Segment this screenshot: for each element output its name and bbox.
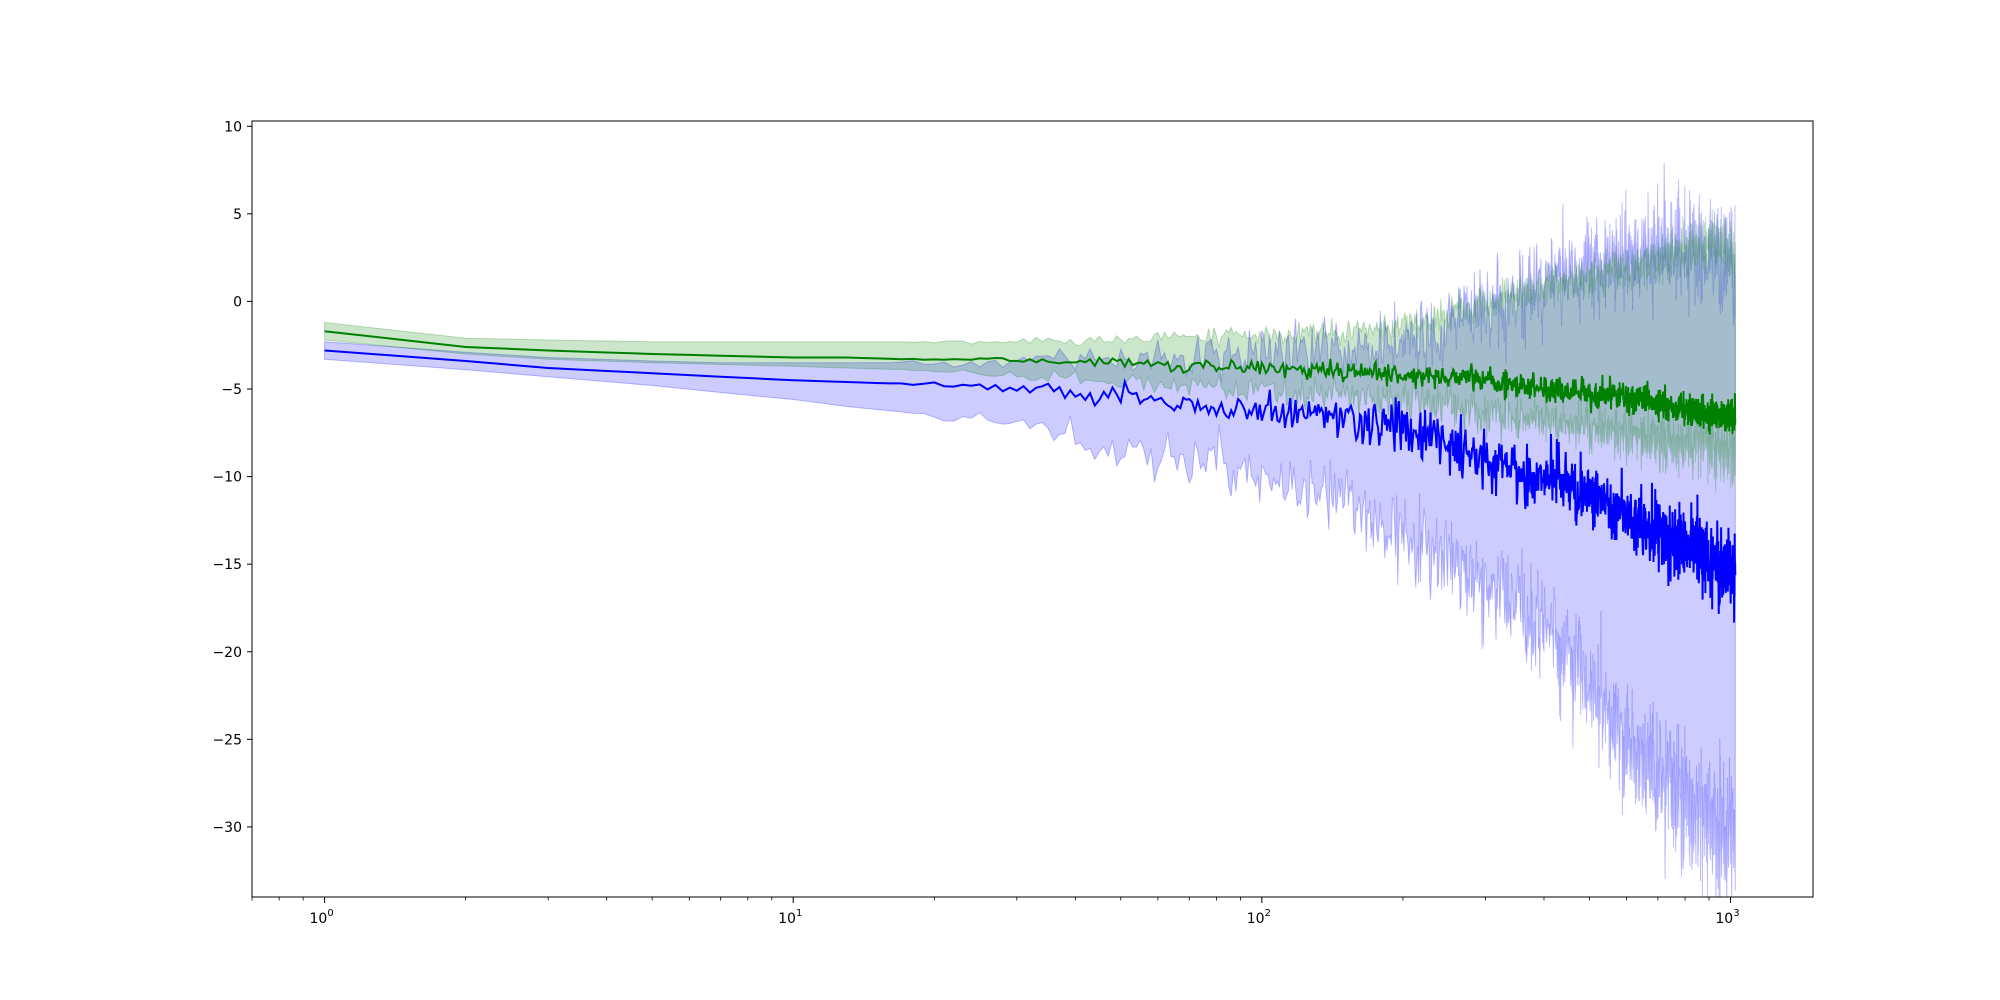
y-tick-label: −5 <box>221 382 242 398</box>
y-tick-label: 0 <box>233 294 242 310</box>
plot-frame <box>251 120 1814 898</box>
line-series-1 <box>324 349 1737 623</box>
y-tick-label: −30 <box>212 820 242 836</box>
x-tick-base: 10 <box>309 911 327 927</box>
y-tick-label: −10 <box>212 470 242 486</box>
x-tick-base: 10 <box>1715 911 1733 927</box>
x-tick-exponent: 2 <box>1265 908 1271 919</box>
x-tick-label: 103 <box>1715 908 1739 927</box>
y-tick-label: −25 <box>212 732 242 748</box>
x-tick-label: 100 <box>309 908 333 927</box>
confidence-bands <box>324 162 1736 897</box>
y-tick-label: −15 <box>212 557 242 573</box>
x-tick-exponent: 0 <box>327 908 333 919</box>
band-series-2 <box>324 208 1736 494</box>
x-tick-base: 10 <box>1247 911 1265 927</box>
x-tick-exponent: 1 <box>796 908 802 919</box>
x-tick-label: 102 <box>1247 908 1271 927</box>
y-tick-label: 10 <box>224 119 242 135</box>
x-tick-label: 101 <box>778 908 802 927</box>
band-series-1 <box>324 162 1736 897</box>
y-tick-label: 5 <box>233 207 242 223</box>
y-tick-label: −20 <box>212 645 242 661</box>
line-series-2 <box>324 330 1737 435</box>
x-tick-exponent: 3 <box>1733 908 1739 919</box>
series-lines <box>324 330 1737 623</box>
x-tick-base: 10 <box>778 911 796 927</box>
